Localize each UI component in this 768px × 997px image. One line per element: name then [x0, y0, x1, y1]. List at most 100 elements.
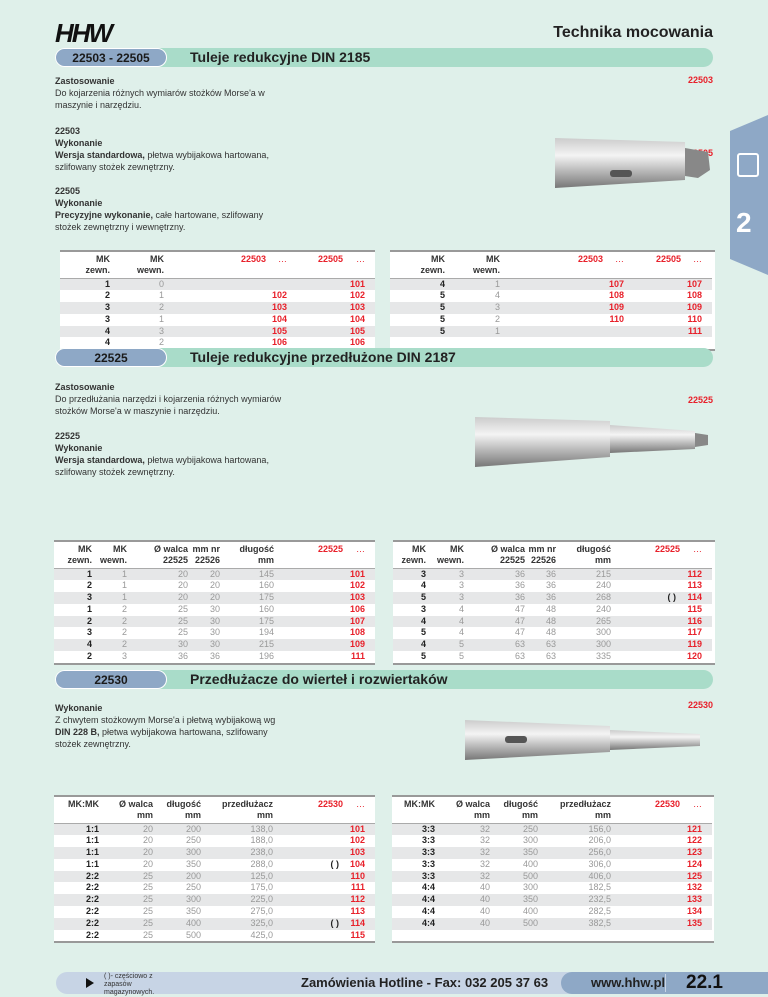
chapter-tab[interactable]: 2	[730, 115, 768, 275]
product-image-22525	[475, 417, 708, 467]
table-header-row: MK zewn. MK wewn. 22503… 22505…	[390, 252, 712, 278]
table-row	[392, 930, 712, 942]
header-line-1: MK:MK	[68, 799, 99, 809]
table-row: 4 1 107 107	[390, 278, 712, 291]
variant-text: płetwa wybijakowa hartowana, szlifowany …	[55, 455, 269, 477]
spacer	[365, 651, 375, 663]
table-cell: 175	[258, 592, 274, 603]
table-cell: 160	[258, 603, 274, 614]
table-cell: 25	[177, 603, 188, 614]
table-cell: 111	[350, 651, 365, 662]
spacer	[365, 290, 375, 302]
table-cell: 135	[686, 917, 702, 928]
header-line-1: …	[615, 254, 624, 264]
image-label: 22525	[687, 395, 713, 405]
column-header: …	[343, 542, 365, 568]
table-cell: 47	[514, 603, 525, 614]
spacer	[365, 894, 375, 906]
table-cell: 47	[514, 615, 525, 626]
table-cell	[273, 847, 343, 859]
table-cell	[624, 290, 681, 302]
table-cell	[287, 302, 343, 314]
header-line-1: Ø walca	[153, 544, 188, 554]
header-line-2: wewn.	[472, 265, 500, 275]
table-cell: 107	[349, 615, 365, 626]
table-cell	[287, 290, 343, 302]
table-row: 2:2 25 200 125,0 110	[54, 870, 375, 883]
table-cell: 4	[104, 325, 110, 336]
column-header: …	[266, 252, 287, 278]
table-cell: 40	[479, 917, 490, 928]
table-cell: 36	[209, 651, 220, 662]
table-cell	[274, 639, 343, 651]
table-22525-right: MK zewn. MK wewn. Ø walca 22525 mm nr 22526 dług…	[393, 540, 715, 665]
table-header-row: MK:MK Ø walca mm długość mm przedłużacz mm 2253…	[54, 797, 375, 823]
header-line-1: MK	[431, 254, 445, 264]
image-label: 22530	[687, 700, 713, 710]
table-header-row: MK zewn. MK wewn. Ø walca 22525 mm nr 22526 dług…	[54, 542, 375, 568]
table-cell: 120	[686, 651, 702, 662]
table-row: 3 1 20 20 175 103	[54, 592, 375, 604]
table-cell: 36	[514, 592, 525, 603]
table-cell: 3:3	[421, 847, 435, 858]
spacer	[365, 871, 375, 883]
section-title: Tuleje redukcyjne przedłużone DIN 2187	[190, 349, 456, 365]
table-22503-22505-right: MK zewn. MK wewn. 22503… 22505… 4 1 107 107 5 4 108 1…	[390, 250, 715, 352]
table-cell: 40	[479, 894, 490, 905]
table-cell: 40	[479, 882, 490, 893]
table-cell: 500	[185, 929, 201, 940]
table-cell: 36	[545, 580, 556, 591]
table-cell: 102	[271, 290, 287, 301]
table-cell: 3	[86, 592, 92, 603]
table-cell: 300	[185, 894, 201, 905]
table-cell: 2	[494, 313, 500, 324]
table-row: 1:1 20 350 288,0 ( ) 104	[54, 859, 375, 871]
spacer	[702, 651, 712, 663]
variant-bold: Precyzyjne wykonanie,	[55, 210, 154, 220]
table-cell: 5	[420, 627, 426, 638]
table-cell: 2	[86, 651, 92, 662]
header-line-2: 22525	[499, 555, 525, 565]
website-link[interactable]: www.hhw.pl	[591, 975, 666, 990]
table-cell	[274, 580, 343, 592]
table-cell: 103	[349, 847, 365, 858]
table-row: 4 2 106 106	[60, 337, 375, 349]
table-cell: 300	[185, 847, 201, 858]
table-cell	[611, 918, 680, 930]
header-line-1: 22530	[317, 799, 343, 809]
table-cell: 4:4	[421, 894, 435, 905]
table-cell	[611, 847, 680, 859]
spacer	[365, 859, 375, 871]
table-cell	[287, 326, 343, 338]
section-header-22503: 22503 - 22505 Tuleje redukcyjne DIN 2185	[55, 48, 713, 67]
spacer	[365, 252, 375, 278]
column-header: Ø walca mm	[435, 797, 490, 823]
product-image-22530	[465, 720, 700, 760]
header-line-1: MK	[486, 254, 500, 264]
column-header: długość mm	[220, 542, 274, 568]
table-cell: 30	[209, 615, 220, 626]
table-cell: 300	[522, 835, 538, 846]
section-header-22525: 22525 Tuleje redukcyjne przedłużone DIN …	[55, 348, 713, 367]
table-cell	[490, 930, 538, 942]
table-cell: 32	[479, 823, 490, 834]
table-cell: 5	[439, 302, 445, 313]
column-header: 22525	[611, 542, 680, 568]
column-header: MK zewn.	[393, 542, 426, 568]
spacer	[365, 847, 375, 859]
header-line-2: wewn.	[136, 265, 164, 275]
table-cell: 32	[479, 858, 490, 869]
table-cell	[624, 326, 681, 338]
column-header: 22530	[273, 797, 343, 823]
table-cell: 156,0	[588, 823, 611, 834]
application-description: Do kojarzenia różnych wymiarów stożków M…	[55, 88, 265, 110]
table-cell: 335	[595, 651, 611, 662]
spacer	[702, 859, 712, 871]
table-row: 3 1 104 104	[60, 314, 375, 326]
table-cell: 111	[350, 882, 365, 893]
table-cell: 3	[494, 302, 500, 313]
table-cell: 1:1	[85, 847, 99, 858]
application-text: Wykonanie Z chwytem stożkowym Morse'a i …	[55, 702, 285, 750]
table-cell: 25	[142, 882, 153, 893]
table-cell: 114	[350, 917, 365, 928]
